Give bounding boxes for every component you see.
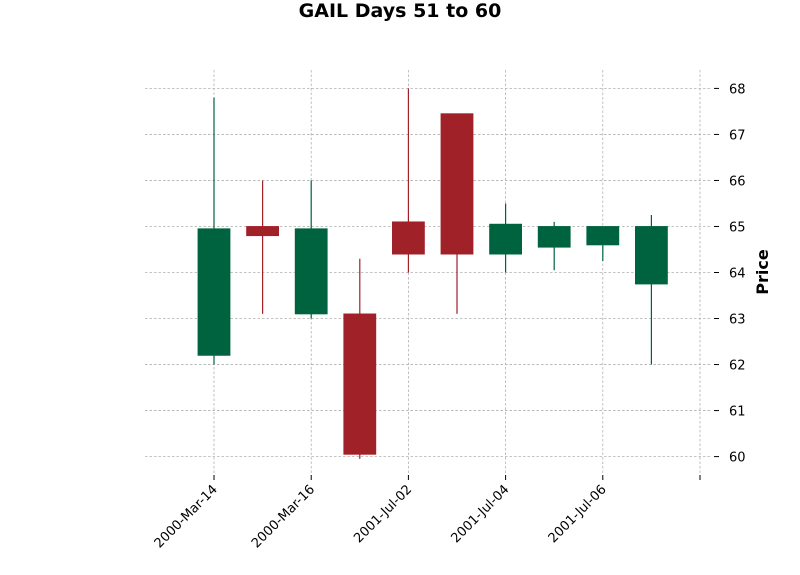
candle-body: [635, 226, 668, 285]
candles: [197, 88, 668, 459]
y-tick-label: 64: [729, 267, 746, 282]
x-tick-label: 2000-Mar-14: [152, 482, 221, 551]
candle: [343, 258, 377, 459]
candle-body: [197, 228, 231, 356]
y-tick-label: 61: [729, 405, 746, 420]
chart-title: GAIL Days 51 to 60: [299, 0, 502, 22]
candle-body: [440, 113, 474, 255]
candle-body: [489, 223, 523, 255]
y-tick-label: 66: [729, 174, 746, 189]
x-tick-label: 2000-Mar-16: [249, 482, 318, 551]
y-tick-label: 67: [729, 128, 746, 143]
y-tick-label: 63: [729, 313, 746, 328]
candle: [246, 180, 280, 314]
y-tick-label: 68: [729, 82, 746, 97]
y-tick-label: 60: [729, 451, 746, 466]
candle-body: [246, 226, 280, 237]
candle: [537, 221, 571, 271]
candle: [197, 97, 231, 365]
y-tick-label: 65: [729, 220, 746, 235]
y-axis-label: Price: [753, 249, 772, 295]
candle: [489, 203, 523, 273]
candle-body: [537, 226, 571, 248]
candle-body: [294, 228, 328, 315]
candle-body: [586, 226, 620, 246]
candle: [635, 214, 668, 365]
candle: [391, 88, 425, 273]
candle: [294, 180, 328, 319]
candle-body: [391, 221, 425, 255]
x-tick-label: 2001-Jul-02: [351, 482, 415, 546]
y-tick-label: 62: [729, 359, 746, 374]
x-tick-label: 2001-Jul-04: [448, 482, 512, 546]
candle: [586, 226, 620, 261]
candle-body: [343, 313, 377, 455]
candle: [440, 113, 474, 314]
x-tick-label: 2001-Jul-06: [546, 482, 610, 546]
